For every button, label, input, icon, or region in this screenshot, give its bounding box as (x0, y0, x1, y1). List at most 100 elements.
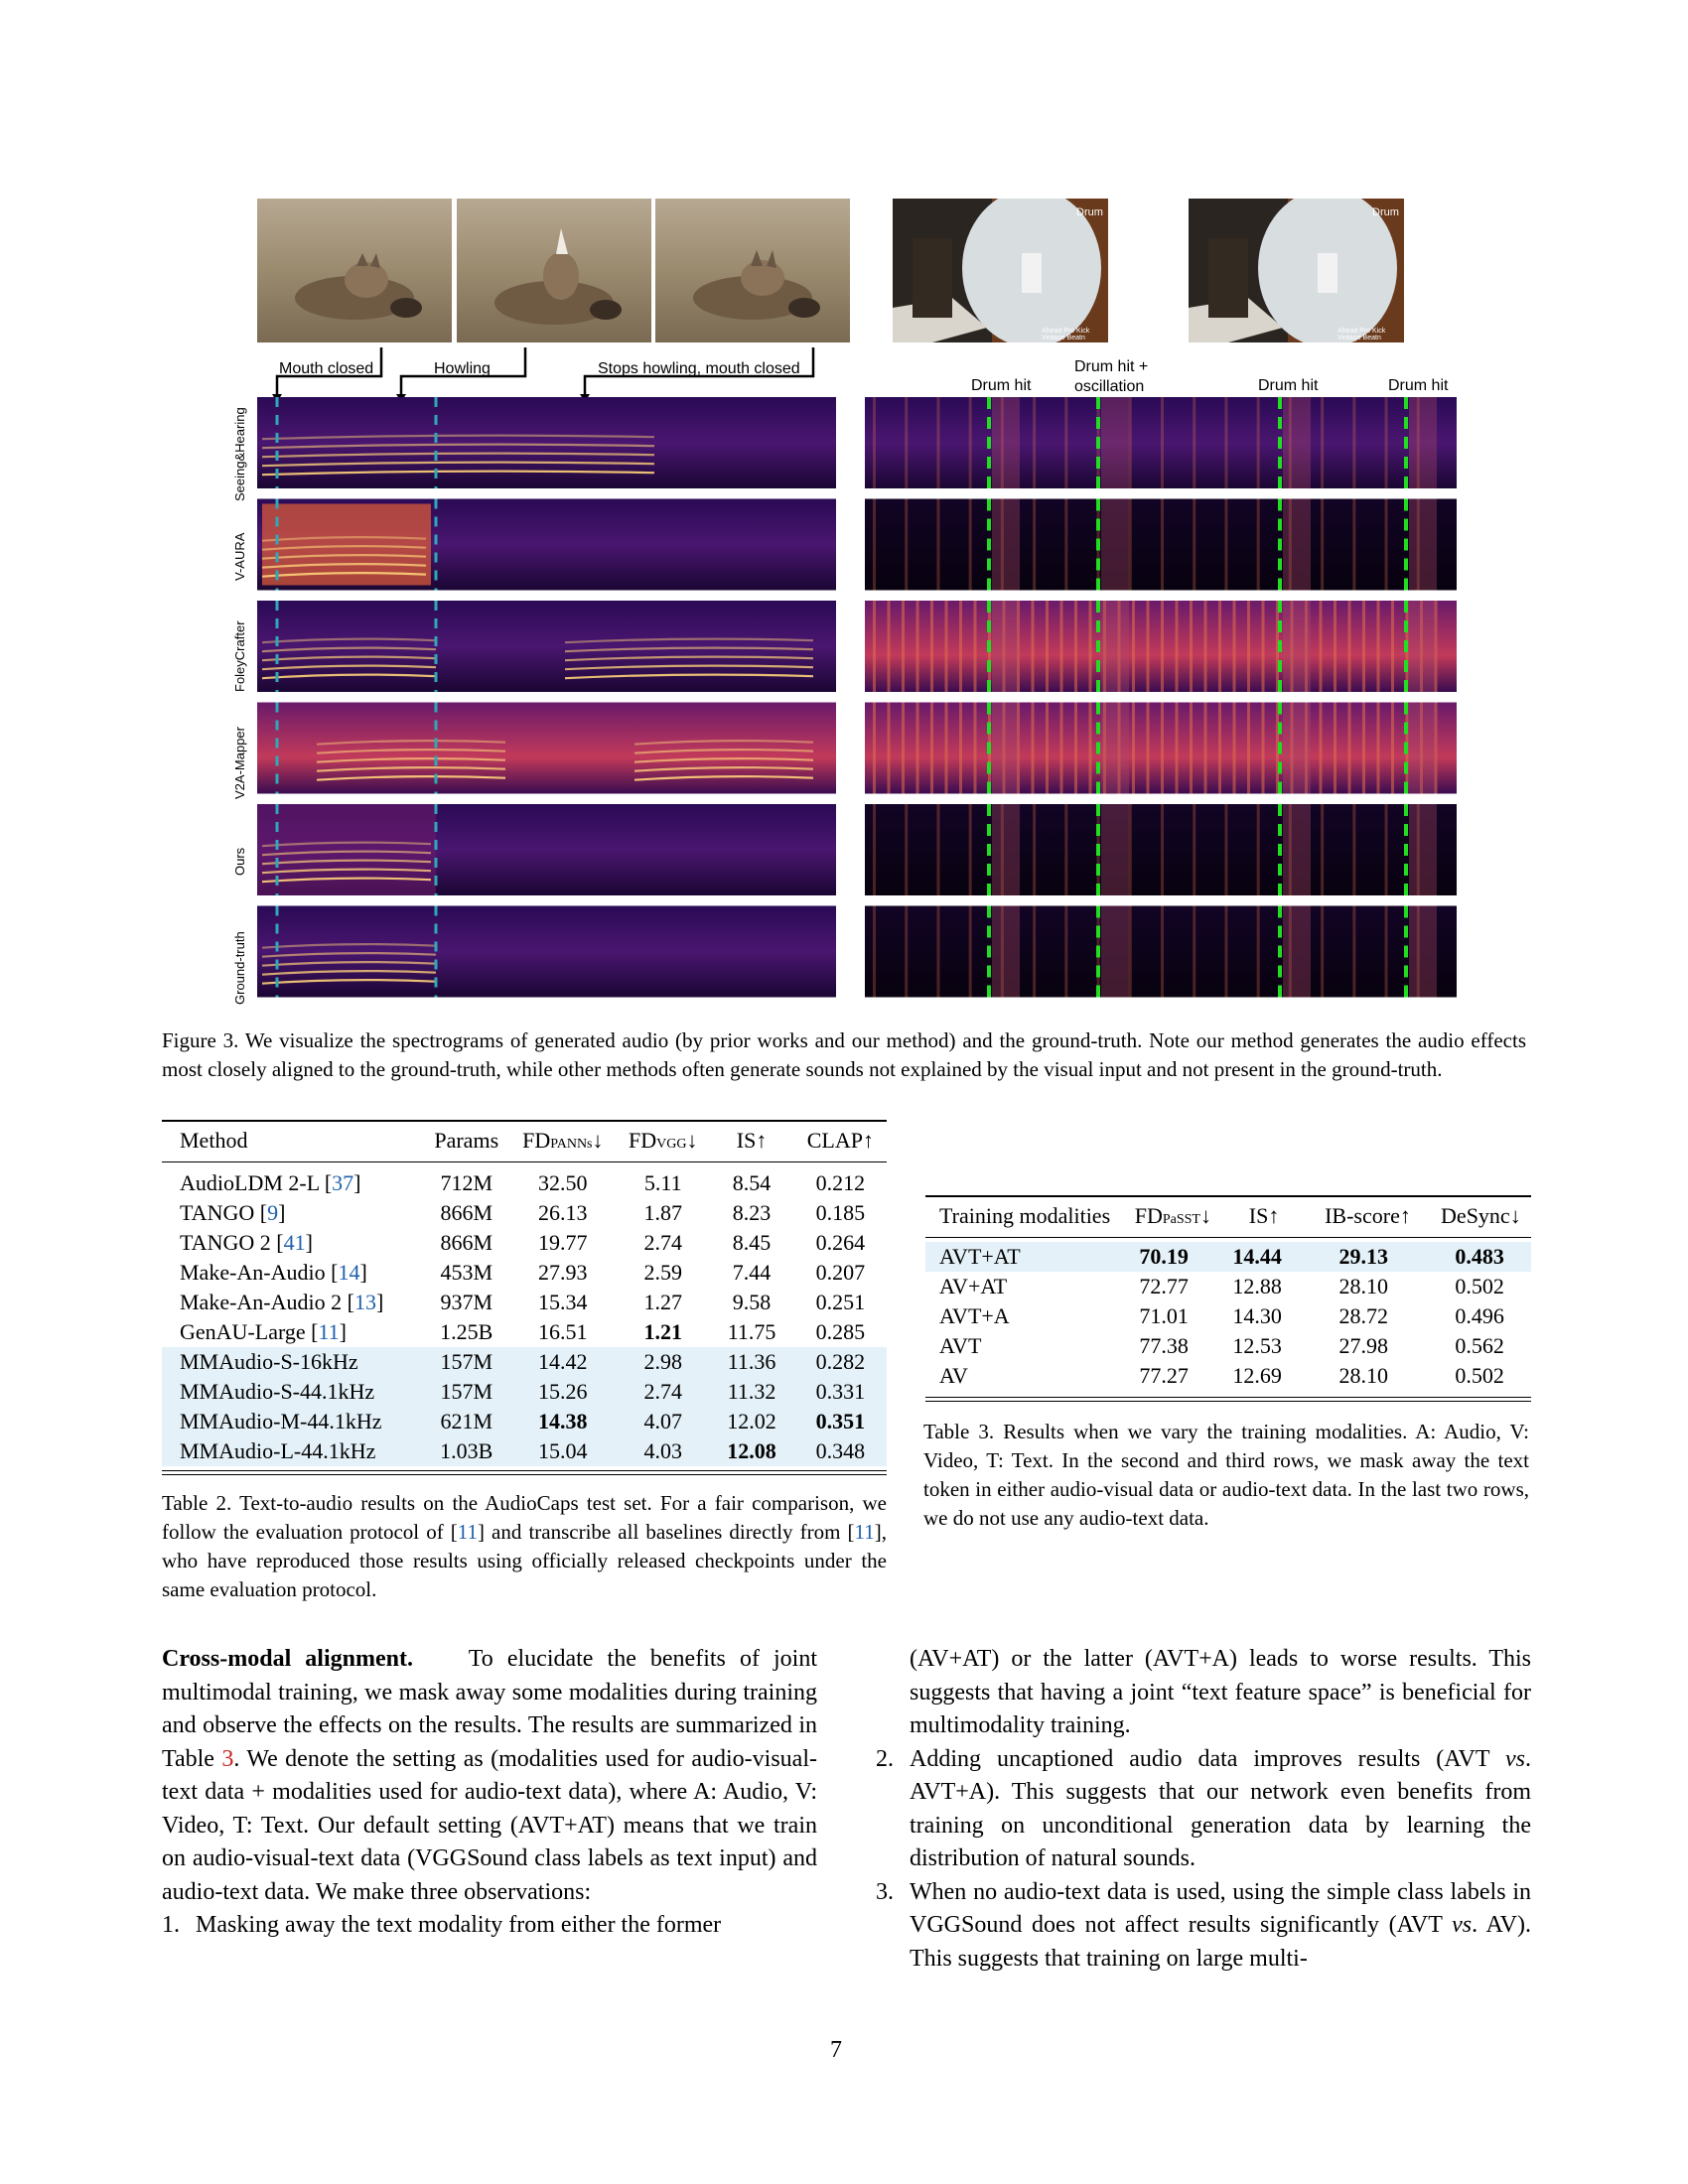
fd-vgg-cell: 2.74 (643, 1230, 683, 1255)
table-3-caption: Table 3. Results when we vary the traini… (923, 1418, 1529, 1533)
citation-link[interactable]: 13 (353, 1290, 376, 1314)
clap-cell: 0.331 (793, 1377, 887, 1407)
item-2-number: 2. (876, 1745, 894, 1772)
method-name: MMAudio-S-44.1kHz (180, 1379, 375, 1404)
t2-fd-vgg-label: FD (629, 1128, 657, 1153)
clap-cell: 0.212 (815, 1170, 866, 1195)
list-item-2: 2. Adding uncaptioned audio data improves… (876, 1743, 1531, 1876)
row-label-foleycrafter: FoleyCrafter (232, 620, 247, 692)
list-item-1-cont: (AV+AT) or the latter (AVT+A) leads to w… (876, 1643, 1531, 1743)
method-name: TANGO (180, 1200, 255, 1225)
clap-cell: 0.185 (815, 1200, 866, 1225)
table-3-grid: Training modalities FDPaSST↓ IS↑ IB-scor… (925, 1201, 1531, 1231)
drum-logo-text-2: Ahead Pro Kick Vintage Beatn (1337, 328, 1386, 341)
annotation-drum-hit-3: Drum hit (1258, 377, 1319, 394)
spectrogram-drum-row-2 (865, 601, 1457, 692)
drum-frame-1: Drum Ahead Pro Kick Vintage Beatn (893, 199, 1108, 342)
method-name: Make-An-Audio (180, 1260, 326, 1285)
method-cell: GenAU-Large [11] (180, 1319, 347, 1344)
fd-vgg-cell: 5.11 (643, 1170, 682, 1195)
method-cell: AudioLDM 2-L [37] (180, 1170, 361, 1195)
t2-cap-cite-2[interactable]: 11 (854, 1520, 875, 1544)
t2-down-arrow: ↓ (592, 1128, 604, 1153)
is-cell: 8.45 (732, 1230, 772, 1255)
row-label-v2a-mapper: V2A-Mapper (232, 727, 247, 799)
mod-cell: AVT+AT (925, 1242, 1113, 1272)
method-name: AudioLDM 2-L (180, 1170, 320, 1195)
method-name: MMAudio-S-16kHz (180, 1349, 358, 1374)
fd-cell: 72.77 (1139, 1274, 1189, 1298)
t2-panns-sub: PANNs (550, 1137, 593, 1152)
method-name: GenAU-Large (180, 1319, 306, 1344)
table-row: MMAudio-S-44.1kHz 157M 15.26 2.74 11.32 0.331 (162, 1377, 887, 1407)
ib-cell: 27.98 (1338, 1333, 1389, 1358)
t2-vgg-sub: VGG (656, 1137, 687, 1152)
citation-link[interactable]: 11 (318, 1319, 340, 1344)
fd-cell: 71.01 (1139, 1303, 1189, 1328)
fd-vgg-cell: 2.59 (643, 1260, 683, 1285)
is-cell: 7.44 (732, 1260, 772, 1285)
coyote-frame-3 (655, 199, 850, 342)
is-cell: 11.75 (727, 1319, 776, 1344)
t3-passt-sub: PaSST (1162, 1212, 1200, 1227)
fd-panns-cell: 32.50 (538, 1170, 588, 1195)
clap-cell: 0.348 (793, 1436, 887, 1466)
fd-vgg-cell: 2.98 (617, 1347, 710, 1377)
coyote-photo-1 (257, 199, 452, 342)
spectrogram-coyote-row-2 (257, 601, 836, 692)
t2-header-method: Method (180, 1128, 248, 1153)
table-row: Make-An-Audio [14] 453M 27.93 2.59 7.44 0.207 (162, 1258, 887, 1288)
table-row: AVT 77.38 12.53 27.98 0.562 (925, 1331, 1531, 1361)
spectrogram-coyote-row-5 (257, 905, 836, 998)
drum-overlay-text-2: Drum (1372, 206, 1399, 218)
figure-3-caption-label: Figure 3. (162, 1028, 239, 1052)
method-cell: MMAudio-M-44.1kHz (162, 1407, 425, 1436)
mod-cell: AVT (939, 1333, 982, 1358)
table-row: AudioLDM 2-L [37] 712M 32.50 5.11 8.54 0.212 (162, 1168, 887, 1198)
fd-cell: 77.27 (1139, 1363, 1189, 1388)
para-a: To elucidate the benefits of joint multi… (162, 1646, 817, 1772)
is-cell: 11.36 (709, 1347, 794, 1377)
t3-header-modalities: Training modalities (939, 1203, 1111, 1228)
fd-panns-cell: 15.04 (508, 1436, 618, 1466)
fd-cell: 70.19 (1112, 1242, 1215, 1272)
desync-cell: 0.502 (1455, 1274, 1504, 1298)
t2-cap-part-4: ], who have reproduced those results usi… (162, 1520, 887, 1601)
ib-cell: 28.10 (1338, 1363, 1389, 1388)
fd-panns-cell: 27.93 (538, 1260, 588, 1285)
table-row: Make-An-Audio 2 [13] 937M 15.34 1.27 9.58 0.2… (162, 1288, 887, 1317)
fd-panns-cell: 15.26 (508, 1377, 618, 1407)
spectrogram-drum-row-5 (865, 905, 1457, 998)
is-cell: 12.69 (1232, 1363, 1282, 1388)
fd-panns-cell: 16.51 (538, 1319, 588, 1344)
is-cell: 8.54 (732, 1170, 772, 1195)
method-cell: MMAudio-S-44.1kHz (162, 1377, 425, 1407)
mod-cell: AV (939, 1363, 968, 1388)
citation-link[interactable]: 41 (283, 1230, 306, 1255)
item-2-vs: vs (1505, 1745, 1526, 1772)
citation-link[interactable]: 9 (267, 1200, 279, 1225)
method-cell: MMAudio-L-44.1kHz (162, 1436, 425, 1466)
table-3-ref[interactable]: 3 (221, 1745, 234, 1772)
ib-cell: 29.13 (1299, 1242, 1429, 1272)
table-3-body: AVT+AT 70.19 14.44 29.13 0.483 AV+AT 72.77 12.8… (925, 1242, 1531, 1391)
spectrogram-coyote-row-3 (257, 702, 836, 794)
citation-link[interactable]: 14 (338, 1260, 360, 1285)
desync-cell: 0.483 (1428, 1242, 1531, 1272)
is-cell: 12.08 (709, 1436, 794, 1466)
t2-cap-cite-1[interactable]: 11 (457, 1520, 478, 1544)
annotation-drum-hit-oscillation-line2: oscillation (1074, 378, 1145, 395)
fd-panns-cell: 14.38 (508, 1407, 618, 1436)
drum-logo-text-1: Ahead Pro Kick Vintage Beatn (1042, 328, 1090, 341)
desync-cell: 0.502 (1455, 1363, 1504, 1388)
cross-modal-heading: Cross-modal alignment. (162, 1646, 413, 1672)
clap-cell: 0.285 (815, 1319, 866, 1344)
item-1-text-b: (AV+AT) or the latter (AVT+A) leads to w… (910, 1646, 1531, 1738)
citation-link[interactable]: 37 (332, 1170, 354, 1195)
spectrogram-drum-row-4 (865, 804, 1457, 895)
t3-header-ib: IB-score↑ (1325, 1203, 1411, 1228)
t2-fd-label: FD (522, 1128, 551, 1153)
item-3-text-b: . AV). This suggests that training on la… (910, 1912, 1532, 1972)
table-row: AV 77.27 12.69 28.10 0.502 (925, 1361, 1531, 1391)
fd-panns-cell: 15.34 (538, 1290, 588, 1314)
